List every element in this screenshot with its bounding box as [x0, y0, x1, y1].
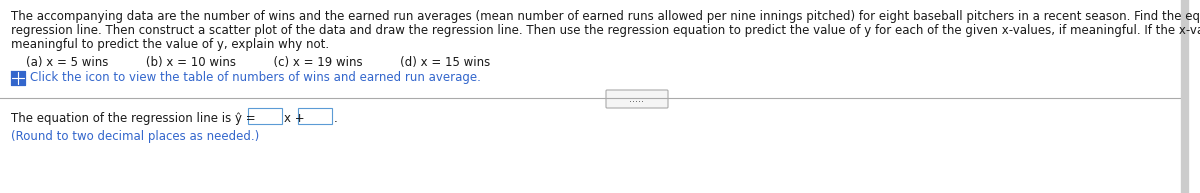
Text: meaningful to predict the value of y, explain why not.: meaningful to predict the value of y, ex… — [11, 38, 329, 51]
Text: Click the icon to view the table of numbers of wins and earned run average.: Click the icon to view the table of numb… — [30, 71, 481, 84]
FancyBboxPatch shape — [11, 71, 25, 85]
Text: x +: x + — [284, 112, 308, 125]
Text: (Round to two decimal places as needed.): (Round to two decimal places as needed.) — [11, 130, 259, 143]
FancyBboxPatch shape — [248, 108, 282, 124]
FancyBboxPatch shape — [298, 108, 332, 124]
Text: .....: ..... — [630, 94, 644, 104]
FancyBboxPatch shape — [606, 90, 668, 108]
Text: (a) x = 5 wins          (b) x = 10 wins          (c) x = 19 wins          (d) x : (a) x = 5 wins (b) x = 10 wins (c) x = 1… — [11, 56, 491, 69]
Text: regression line. Then construct a scatter plot of the data and draw the regressi: regression line. Then construct a scatte… — [11, 24, 1200, 37]
Text: .: . — [334, 112, 337, 125]
Text: The accompanying data are the number of wins and the earned run averages (mean n: The accompanying data are the number of … — [11, 10, 1200, 23]
Text: The equation of the regression line is ŷ =: The equation of the regression line is ŷ… — [11, 112, 259, 125]
